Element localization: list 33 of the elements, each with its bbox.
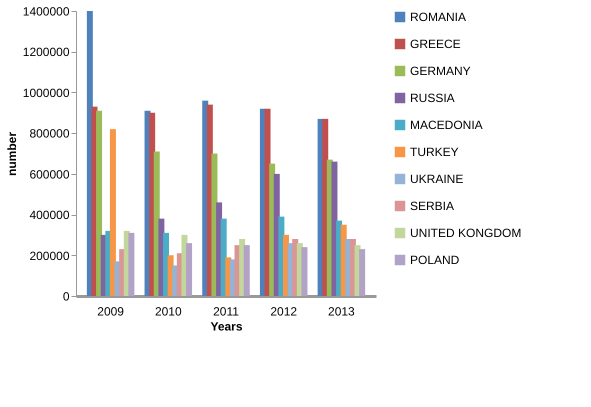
y-tick-label: 600000 — [29, 167, 70, 182]
legend-label: UNITED KONGDOM — [410, 226, 522, 240]
y-tick-label: 800000 — [29, 126, 70, 141]
x-axis-title: Years — [210, 320, 243, 334]
x-tick-label: 2011 — [213, 304, 240, 318]
x-tick-label: 2009 — [97, 304, 124, 318]
y-tick-label: 1000000 — [22, 86, 70, 100]
y-tick-label: 1400000 — [22, 4, 70, 18]
bar — [301, 247, 308, 296]
x-tick-label: 2013 — [328, 304, 356, 318]
bar — [220, 218, 227, 296]
bar — [110, 129, 116, 296]
legend-label: ROMANIA — [410, 10, 466, 24]
y-axis-title: number — [4, 132, 19, 176]
bar — [186, 243, 192, 296]
bar — [359, 249, 366, 296]
legend-label: RUSSIA — [410, 91, 455, 105]
legend-label: TURKEY — [410, 145, 459, 159]
bar — [96, 110, 102, 296]
y-tick-label: 0 — [62, 290, 70, 304]
y-tick-label: 400000 — [29, 208, 70, 222]
legend-label: GERMANY — [410, 64, 471, 78]
legend-label: GREECE — [410, 37, 461, 51]
legend-label: UKRAINE — [410, 172, 464, 186]
x-tick-label: 2012 — [270, 304, 298, 318]
legend-label: MACEDONIA — [410, 118, 483, 132]
legend-label: SERBIA — [410, 199, 454, 213]
y-tick-label: 200000 — [29, 248, 70, 263]
bar — [244, 245, 250, 296]
legend-label: POLAND — [410, 253, 460, 267]
bar — [128, 232, 134, 296]
y-tick-label: 1200000 — [22, 45, 70, 60]
x-tick-label: 2010 — [154, 304, 182, 318]
